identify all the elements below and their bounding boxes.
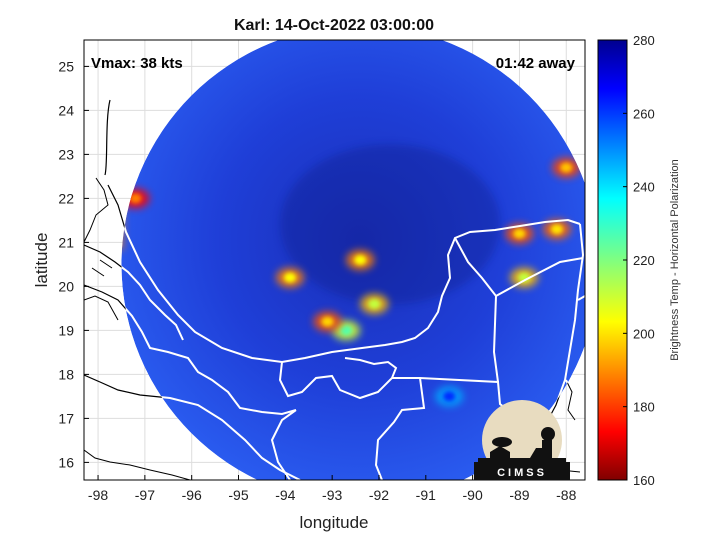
x-tick-label: -96 bbox=[182, 487, 202, 503]
feature-point bbox=[560, 162, 573, 173]
outer-coast-north bbox=[84, 177, 109, 243]
feature-point bbox=[518, 272, 531, 283]
time-away-annotation: 01:42 away bbox=[496, 55, 576, 72]
y-tick-label: 20 bbox=[58, 278, 74, 294]
logo-dish bbox=[492, 437, 512, 447]
y-tick-label: 24 bbox=[58, 102, 74, 118]
logo-text: CIMSS bbox=[497, 467, 547, 479]
state-border-1-swath bbox=[121, 244, 184, 341]
feature-point bbox=[513, 228, 526, 239]
x-tick-label: -94 bbox=[275, 487, 295, 503]
colorbar-tick-label: 260 bbox=[633, 106, 655, 121]
pacific-coastline-swath bbox=[121, 374, 301, 480]
y-tick-label: 18 bbox=[58, 366, 74, 382]
y-axis-label: latitude bbox=[32, 233, 51, 288]
plot-frame bbox=[83, 39, 586, 481]
satellite-swath bbox=[121, 40, 585, 480]
y-tick-label: 22 bbox=[58, 190, 74, 206]
x-tick-label: -97 bbox=[135, 487, 155, 503]
x-axis-ticks: -98 -97 -96 -95 -94 -93 -92 -91 -90 -89 -88 bbox=[88, 475, 577, 503]
cimss-logo: CIMSS bbox=[474, 400, 570, 480]
y-tick-label: 17 bbox=[58, 410, 74, 426]
river-line-1 bbox=[84, 259, 119, 321]
x-axis-label: longitude bbox=[299, 513, 368, 532]
colorbar-tick-label: 240 bbox=[633, 180, 655, 195]
colorbar-tick-label: 220 bbox=[633, 253, 655, 268]
y-tick-label: 21 bbox=[58, 234, 74, 250]
y-tick-label: 23 bbox=[58, 146, 74, 162]
colorbar-ticks: 160 180 200 220 240 260 280 bbox=[623, 33, 655, 488]
y-tick-label: 25 bbox=[58, 58, 74, 74]
yucatan-state-border-swath bbox=[454, 237, 584, 383]
coastline-layer bbox=[84, 99, 585, 480]
colorbar-label: Brightness Temp - Horizontal Polarizatio… bbox=[669, 159, 681, 361]
x-tick-label: -98 bbox=[88, 487, 108, 503]
feature-point bbox=[550, 224, 563, 235]
feature-point bbox=[368, 299, 381, 309]
x-tick-label: -89 bbox=[509, 487, 529, 503]
cold-core-region bbox=[280, 144, 501, 305]
state-border-3-swath bbox=[278, 357, 398, 400]
chart-title: Karl: 14-Oct-2022 03:00:00 bbox=[234, 17, 434, 34]
outer-coast-south bbox=[84, 449, 191, 480]
y-tick-label: 19 bbox=[58, 322, 74, 338]
colorbar-tick-label: 280 bbox=[633, 33, 655, 48]
x-tick-label: -88 bbox=[556, 487, 576, 503]
gulf-coastline-swath bbox=[121, 99, 581, 364]
logo-tower bbox=[541, 427, 555, 441]
y-axis-ticks: 16 17 18 19 20 21 22 23 24 25 bbox=[58, 58, 89, 470]
x-tick-label: -93 bbox=[322, 487, 342, 503]
colorbar bbox=[597, 39, 628, 481]
plot-layers bbox=[84, 40, 585, 480]
x-tick-label: -95 bbox=[228, 487, 248, 503]
state-border-4-swath bbox=[270, 409, 297, 480]
vmax-annotation: Vmax: 38 kts bbox=[91, 55, 183, 72]
x-tick-label: -92 bbox=[369, 487, 389, 503]
feature-point bbox=[129, 193, 142, 204]
feature-point bbox=[284, 272, 297, 283]
feature-point bbox=[354, 255, 367, 265]
logo-band bbox=[474, 462, 570, 480]
convective-features bbox=[121, 157, 581, 407]
x-tick-label: -90 bbox=[463, 487, 483, 503]
feature-point bbox=[340, 325, 353, 336]
feature-point bbox=[321, 316, 334, 327]
feature-point bbox=[443, 391, 456, 402]
colorbar-tick-label: 180 bbox=[633, 400, 655, 415]
colorbar-tick-label: 200 bbox=[633, 326, 655, 341]
y-tick-label: 16 bbox=[58, 454, 74, 470]
x-tick-label: -91 bbox=[416, 487, 436, 503]
colorbar-tick-label: 160 bbox=[633, 473, 655, 488]
